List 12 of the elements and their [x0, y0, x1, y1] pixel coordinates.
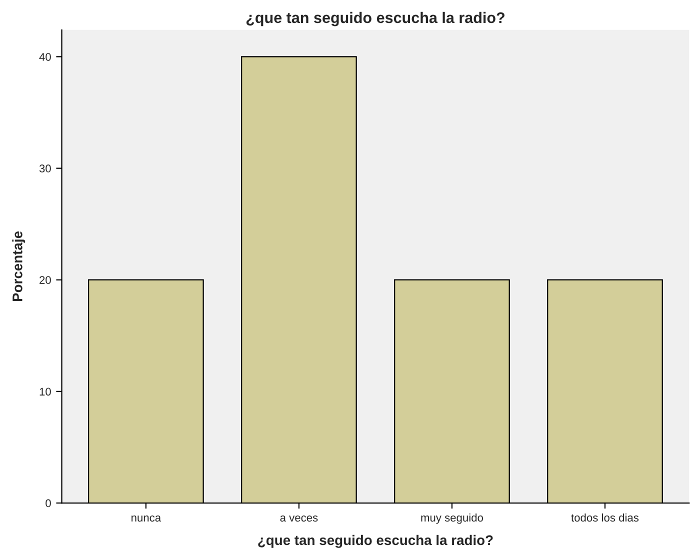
x-tick-label: a veces	[280, 516, 318, 522]
y-tick-label: 10	[40, 388, 51, 396]
y-tick-label: 20	[40, 276, 51, 284]
x-tick-label: muy seguido	[421, 513, 483, 524]
x-axis-title: ¿que tan seguido escucha la radio?	[258, 534, 493, 548]
y-axis-title: Porcentaje	[12, 231, 26, 302]
y-tick-label: 30	[39, 164, 51, 172]
y-tick-label: 0	[46, 499, 51, 508]
x-tick-label: nunca	[132, 516, 162, 522]
x-tick-label: todos los dias	[571, 513, 639, 522]
chart-title: ¿que tan seguido escucha la radio?	[246, 12, 504, 26]
y-tick-label: 40	[39, 52, 51, 61]
